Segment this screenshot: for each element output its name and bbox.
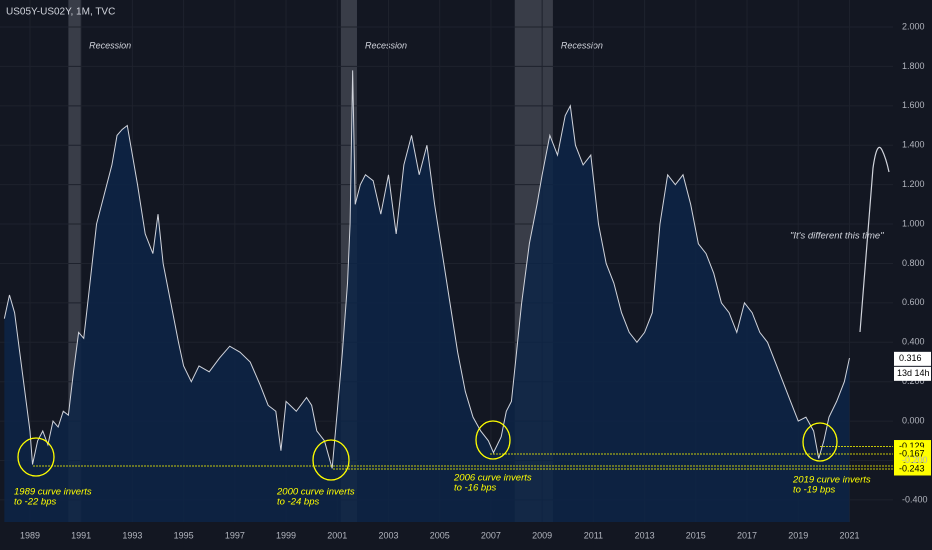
y-tick-label: 1.600 (902, 100, 925, 110)
annotation: to -22 bps (14, 497, 56, 508)
last-price-box (894, 351, 931, 366)
level-price-label: -0.167 (899, 448, 925, 458)
level-price-box (894, 447, 931, 461)
x-tick-label: 2009 (532, 530, 552, 540)
level-price-label: -0.243 (899, 463, 925, 473)
axes: -0.400 -0.200 0.000 0.200 0.400 0.600 0.800 1.0… (20, 21, 931, 540)
x-tick-label: 2013 (635, 530, 655, 540)
x-tick-label: 1991 (71, 530, 91, 540)
recession-label: Recession (365, 40, 407, 50)
annotation: 2000 curve inverts (276, 487, 355, 498)
x-tick-label: 2003 (378, 530, 398, 540)
x-tick-label: 1989 (20, 530, 40, 540)
y-tick-label: -0.200 (902, 455, 928, 465)
annotation: to -24 bps (277, 497, 319, 508)
circles (17, 420, 838, 481)
x-tick-label: 2021 (839, 530, 859, 540)
y-tick-label: 0.200 (902, 376, 925, 386)
countdown-box (894, 366, 931, 381)
x-tick-label: 2011 (584, 530, 603, 540)
x-tick-label: 2019 (788, 530, 808, 540)
line (3, 70, 850, 469)
x-tick-label: 1993 (122, 530, 142, 540)
chart-title: US05Y-US02Y, 1M, TVC (6, 7, 115, 18)
annotation: "It's different this time" (790, 231, 884, 242)
recession-label: Recession (89, 40, 131, 50)
y-tick-label: 0.800 (902, 258, 925, 268)
x-tick-label: 2015 (686, 530, 706, 540)
recession-label: Recession (561, 40, 603, 50)
level-price-box (894, 462, 931, 476)
arrow-curve (859, 146, 890, 333)
x-tick-label: 2005 (430, 530, 450, 540)
annotation: to -19 bps (793, 485, 835, 496)
annotation: 1989 curve inverts (14, 487, 92, 498)
area-fill (4, 70, 850, 522)
annotation: 2019 curve inverts (792, 475, 871, 486)
x-tick-label: 2007 (481, 530, 501, 540)
annotation: 2006 curve inverts (453, 473, 532, 484)
y-tick-label: 0.400 (902, 337, 925, 347)
y-tick-label: 1.800 (902, 61, 925, 71)
last-price-label: 0.316 (899, 353, 922, 363)
circle (17, 437, 55, 477)
x-tick-label: 2001 (327, 530, 347, 540)
y-tick-label: 1.400 (902, 140, 925, 150)
circle (475, 420, 511, 460)
y-tick-label: 2.000 (902, 21, 925, 31)
circle (312, 439, 350, 481)
y-tick-label: -0.400 (902, 494, 928, 504)
levels: -0.129-0.167-0.228-0.243 (33, 440, 931, 476)
series (3, 70, 850, 522)
circle (802, 422, 838, 462)
y-tick-label: 0.600 (902, 297, 925, 307)
x-tick-label: 2017 (737, 530, 757, 540)
y-tick-label: 1.000 (902, 218, 925, 228)
y-tick-label: 1.200 (902, 179, 925, 189)
x-tick-label: 1999 (276, 530, 296, 540)
x-tick-label: 1997 (225, 530, 245, 540)
y-tick-label: 0.000 (902, 415, 925, 425)
annotation: to -16 bps (454, 483, 496, 494)
x-tick-label: 1995 (174, 530, 194, 540)
level-price-label: -0.129 (899, 441, 925, 451)
countdown-label: 13d 14h (897, 368, 930, 378)
